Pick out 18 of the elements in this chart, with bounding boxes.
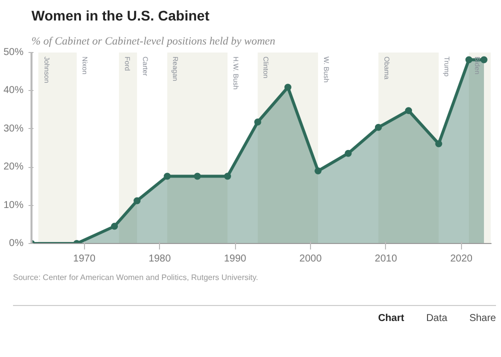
x-tick-label: 1970 <box>73 254 96 264</box>
chart-subtitle: % of Cabinet or Cabinet-level positions held by women <box>32 36 276 48</box>
y-tick-label: 30% <box>3 123 24 134</box>
x-tick-label: 2020 <box>450 254 473 264</box>
x-tick-label: 1980 <box>148 254 172 264</box>
chart-title: Women in the U.S. Cabinet <box>32 8 210 24</box>
x-tick-label: 2010 <box>374 254 398 264</box>
text: Data <box>426 313 448 324</box>
source-note: Source: Center for American Women and Politics, Rutgers University. <box>13 272 260 284</box>
y-tick-label: 40% <box>3 85 24 96</box>
y-tick-label: 20% <box>3 162 24 173</box>
y-tick-label: 0% <box>9 238 24 249</box>
y-tick-label: 10% <box>3 200 24 211</box>
text: Chart <box>378 313 404 324</box>
y-tick-label: 50% <box>3 47 24 58</box>
x-tick-label: 1990 <box>224 254 247 264</box>
x-tick-label: 2000 <box>299 254 322 264</box>
text: Share <box>469 313 496 324</box>
